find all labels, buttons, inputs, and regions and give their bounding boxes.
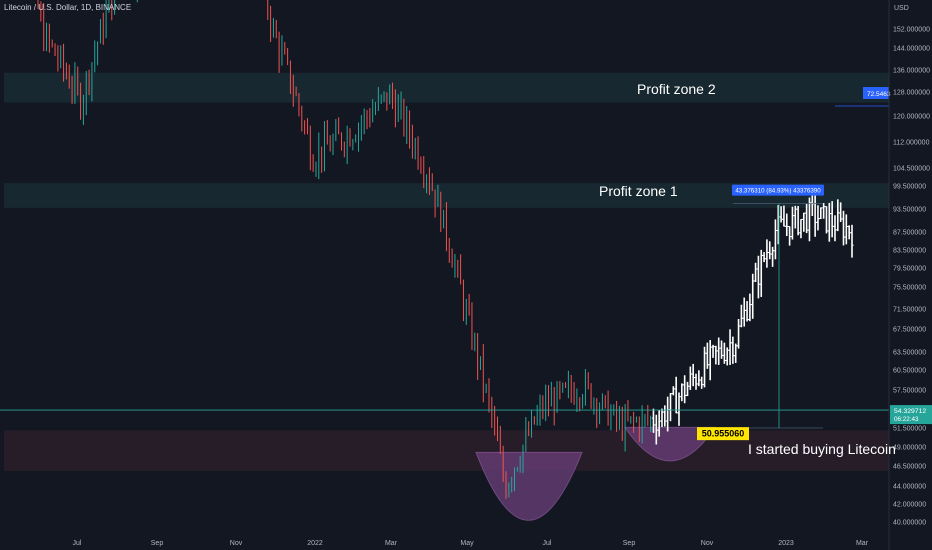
overlay-layer: 43.376310 (84.93%) 43376390 72.5463 50.955…	[0, 87, 891, 441]
countdown-text: 06:22:43	[894, 416, 919, 423]
price-tick-label: 112.000000	[893, 140, 930, 147]
price-tick-label: 99.500000	[893, 184, 926, 191]
target-tag-box	[863, 87, 889, 99]
time-tick-label: Mar	[385, 540, 398, 547]
price-tick-label: 104.500000	[893, 166, 930, 173]
profit-zone-1-label: Profit zone 1	[599, 183, 678, 199]
price-tick-label: 40.000000	[893, 520, 926, 527]
time-tick-label: Jul	[73, 540, 82, 547]
price-tick-label: 60.500000	[893, 368, 926, 375]
time-tick-label: 2023	[778, 540, 794, 547]
price-tick-label: 128.000000	[893, 90, 930, 97]
measure-label-box	[732, 184, 824, 196]
entry-price-text: 50.955060	[702, 429, 745, 439]
price-tick-label: 71.500000	[893, 307, 926, 314]
price-tick-label: 93.500000	[893, 207, 926, 214]
entry-price-box	[697, 427, 749, 441]
zone-band-1	[4, 72, 889, 103]
current-price-text: 54.329712	[894, 408, 926, 415]
time-tick-label: May	[460, 540, 474, 547]
target-tag-text: 72.5463	[867, 91, 891, 98]
price-tick-label: 75.500000	[893, 285, 926, 292]
time-tick-label: 2022	[307, 540, 323, 547]
price-tick-label: 87.500000	[893, 230, 926, 237]
price-tick-label: 49.000000	[893, 445, 926, 452]
price-tick-label: 67.500000	[893, 327, 926, 334]
time-tick-label: Nov	[701, 540, 714, 547]
price-tick-label: 83.500000	[893, 248, 926, 255]
price-tick-label: 152.000000	[893, 27, 930, 34]
candles-layer	[37, 0, 854, 499]
time-tick-label: Sep	[151, 540, 164, 547]
price-tick-label: 46.500000	[893, 464, 926, 471]
time-tick-label: Sep	[623, 540, 636, 547]
bowl-shape-low	[475, 451, 583, 521]
price-tick-label: 57.500000	[893, 388, 926, 395]
axis-layer: USD 40.000000 42.000000 44.000000 46.500000 4…	[73, 0, 932, 550]
measure-label-text: 43.376310 (84.93%) 43376390	[735, 188, 821, 195]
price-tick-label: 144.000000	[893, 46, 930, 53]
price-tick-label: 42.000000	[893, 502, 926, 509]
time-tick-label: Jul	[543, 540, 552, 547]
price-tick-label: 120.000000	[893, 114, 930, 121]
price-tick-label: 136.000000	[893, 68, 930, 75]
price-tick-label: 51.500000	[893, 426, 926, 433]
price-tick-label: 44.000000	[893, 484, 926, 491]
time-tick-label: Nov	[230, 540, 243, 547]
price-axis-unit: USD	[894, 5, 909, 12]
profit-zone-2-label: Profit zone 2	[637, 81, 716, 97]
chart-title: Litecoin / U.S. Dollar, 1D, BINANCE	[4, 3, 132, 12]
price-tick-label: 79.500000	[893, 266, 926, 273]
current-price-tag	[890, 405, 932, 425]
buying-zone-label: I started buying Litecoin	[748, 441, 896, 457]
time-tick-label: Mar	[856, 540, 869, 547]
price-tick-label: 63.500000	[893, 350, 926, 357]
